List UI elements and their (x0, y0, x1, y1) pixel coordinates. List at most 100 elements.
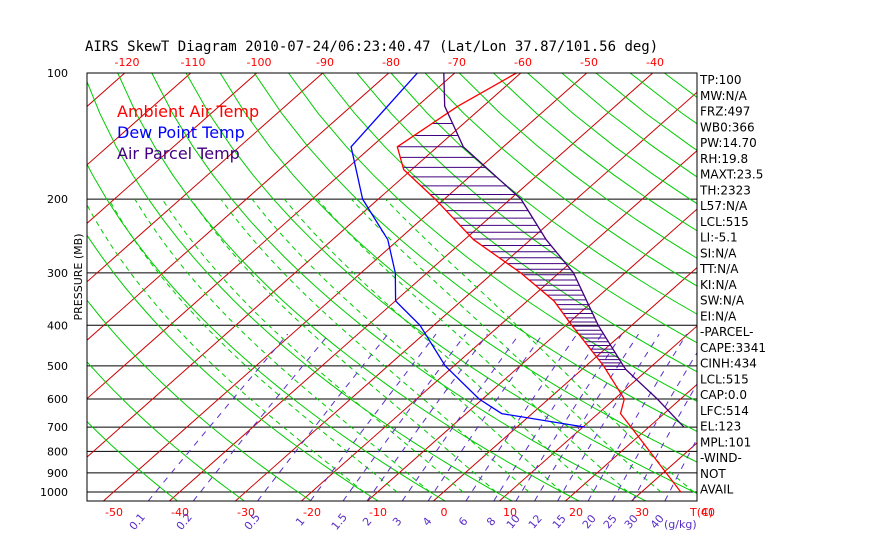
bottom-temp-tick: -10 (369, 506, 387, 519)
stat-item: PW:14.70 (700, 136, 757, 150)
isotherm-line (498, 325, 697, 501)
moist-adiabat (87, 203, 365, 493)
stat-item: TH:2323 (699, 183, 751, 197)
stat-item: FRZ:497 (700, 105, 750, 119)
top-temp-tick: -70 (448, 56, 466, 69)
top-temp-tick: -120 (115, 56, 140, 69)
mixing-ratio-tick: 4 (420, 515, 434, 529)
moist-adiabat (220, 198, 530, 493)
stat-item: LCL:515 (700, 372, 749, 386)
mixing-ratio-line (309, 333, 437, 501)
bottom-temp-tick: -50 (105, 506, 123, 519)
legend-entry: Air Parcel Temp (117, 144, 240, 163)
stat-item: CAP:0.0 (700, 388, 747, 402)
stat-item: RH:19.8 (700, 152, 748, 166)
dry-adiabat (767, 73, 870, 501)
dry-adiabat (87, 80, 513, 501)
bottom-temp-tick: 30 (635, 506, 649, 519)
profiles (350, 73, 685, 493)
isotherm-line (87, 73, 192, 166)
mixing-ratio-tick: 1.5 (329, 511, 350, 533)
dry-adiabat (253, 73, 697, 432)
moist-adiabat (161, 198, 464, 493)
mixing-ratio-line (147, 333, 289, 501)
mixing-ratio-line (587, 333, 688, 501)
dry-adiabat (87, 299, 312, 501)
dry-adiabat (424, 73, 697, 287)
stat-item: CAPE:3341 (700, 341, 766, 355)
isotherm-line (87, 73, 456, 400)
pressure-tick-label: 1000 (40, 486, 68, 499)
isotherm-line (87, 73, 324, 283)
stat-item: MPL:101 (700, 435, 751, 449)
mixing-ratio-line (493, 333, 603, 501)
isotherm-line (87, 73, 522, 458)
moist-adiabat (190, 198, 497, 493)
stat-item: EI:N/A (700, 309, 737, 323)
dry-adiabat (288, 73, 697, 402)
stat-item: -PARCEL- (700, 325, 754, 339)
parcel-temp-line (443, 73, 685, 428)
y-axis-label: PRESSURE (MB) (72, 234, 85, 321)
ambient-temp-line (396, 73, 682, 493)
mixing-ratio-unit: (g/kg) (664, 518, 697, 531)
bottom-temp-tick: 20 (569, 506, 583, 519)
isotherm-line (168, 73, 654, 501)
dry-adiabat (185, 73, 697, 494)
mixing-ratio-line (257, 333, 389, 501)
stat-item: AVAIL (700, 483, 734, 497)
pressure-tick-label: 200 (47, 193, 68, 206)
plot-frame (86, 72, 698, 502)
dry-adiabat (527, 73, 697, 205)
mixing-ratio-tick: 25 (601, 512, 620, 531)
isotherm-line (432, 266, 697, 501)
moist-adiabat (350, 198, 662, 493)
stat-item: CINH:434 (700, 357, 757, 371)
top-temp-tick: -100 (247, 56, 272, 69)
pressure-tick-label: 600 (47, 393, 68, 406)
mixing-ratio-line (192, 333, 330, 501)
moist-adiabat (251, 198, 563, 493)
dry-adiabat (87, 420, 178, 501)
dry-adiabat (151, 73, 647, 501)
top-temp-tick: -80 (382, 56, 400, 69)
stat-item: LFC:514 (700, 404, 749, 418)
stat-item: MW:N/A (700, 89, 748, 103)
moist-adiabat (317, 198, 629, 493)
legend-entry: Dew Point Temp (117, 123, 245, 142)
isotherm-line (102, 73, 588, 501)
mixing-ratio-tick: 12 (526, 512, 545, 531)
cape-shading (397, 123, 626, 370)
mixing-ratio-line (632, 383, 697, 501)
top-temp-tick: -40 (646, 56, 664, 69)
moist-adiabat (108, 198, 398, 493)
bottom-temp-tick: 40 (701, 506, 715, 519)
pressure-tick-label: 800 (47, 445, 68, 458)
top-temp-tick: -60 (514, 56, 532, 69)
top-temp-tick: -110 (181, 56, 206, 69)
mixing-ratio-line (401, 333, 520, 501)
isotherm-line (87, 73, 258, 224)
stat-item: LCL:515 (700, 215, 749, 229)
moist-adiabat (134, 198, 431, 493)
stat-item: SW:N/A (700, 294, 745, 308)
dry-adiabat (219, 73, 697, 463)
isotherm-line (300, 150, 697, 501)
dry-adiabat (87, 361, 245, 501)
mixing-ratio-line (366, 333, 488, 501)
stat-item: EL:123 (700, 420, 741, 434)
bottom-temp-tick: 10 (503, 506, 517, 519)
chart-title: AIRS SkewT Diagram 2010-07-24/06:23:40.4… (85, 39, 658, 55)
isotherm-line (564, 383, 697, 501)
pressure-tick-label: 400 (47, 319, 68, 332)
mixing-ratio-line (611, 351, 697, 501)
dry-adiabat (835, 73, 870, 501)
mixing-ratio-line (465, 333, 578, 501)
x-axis-label: T(C) (689, 506, 713, 519)
legend-entry: Ambient Air Temp (117, 102, 259, 121)
legend: Ambient Air Temp Dew Point Temp Air Parcel… (117, 102, 259, 163)
moist-adiabat (283, 198, 596, 493)
stat-item: TP:100 (699, 73, 742, 87)
mixing-ratio-tick: 0.1 (127, 511, 148, 533)
